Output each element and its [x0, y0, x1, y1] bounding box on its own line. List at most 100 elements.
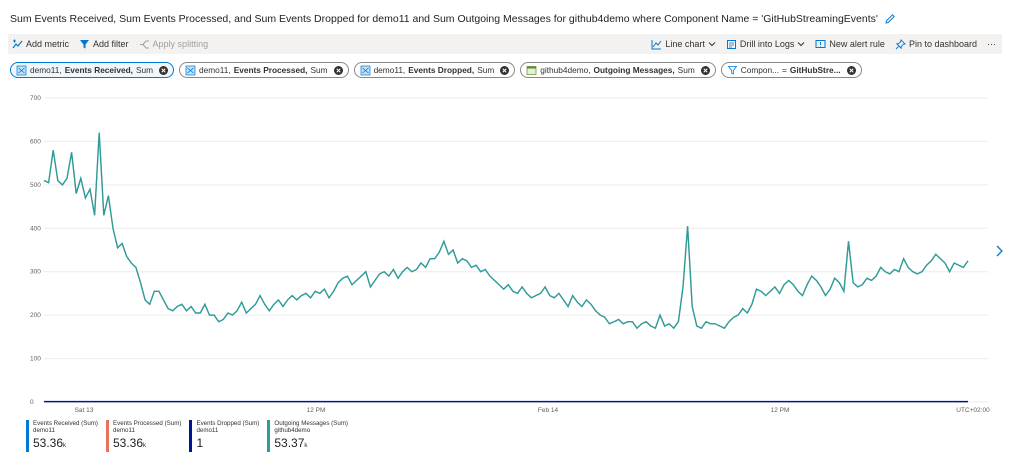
pill-aggregation: Sum — [310, 65, 328, 75]
legend-series-name: Events Dropped (Sum) — [196, 420, 260, 427]
pill-metric: Events Processed, — [233, 65, 308, 75]
drill-into-logs-label: Drill into Logs — [739, 39, 795, 49]
pill-resource: github4demo, — [540, 65, 591, 75]
apply-splitting-button[interactable]: Apply splitting — [139, 39, 208, 50]
chevron-down-icon — [798, 42, 805, 47]
chart-legend: Events Received (Sum) demo11 53.36k Events … — [26, 420, 348, 454]
new-alert-rule-button[interactable]: New alert rule — [815, 39, 885, 50]
legend-value-number: 1 — [196, 436, 204, 450]
legend-series-name: Events Received (Sum) — [33, 420, 98, 427]
y-tick-label: 700 — [30, 95, 41, 102]
legend-value-number: 53.36 — [113, 436, 144, 450]
line-chart-icon — [651, 39, 662, 49]
logs-icon — [726, 39, 736, 49]
y-tick-label: 100 — [30, 356, 41, 363]
add-metric-label: Add metric — [26, 39, 70, 49]
legend-item[interactable]: Outgoing Messages (Sum) github4demo 53.37k — [267, 420, 348, 454]
line-chart-label: Line chart — [665, 39, 705, 49]
legend-value-unit: k — [63, 443, 67, 449]
legend-color-bar — [189, 420, 193, 452]
pin-to-dashboard-button[interactable]: Pin to dashboard — [895, 38, 977, 50]
add-metric-button[interactable]: Add metric — [12, 39, 69, 50]
splitting-icon — [139, 40, 149, 48]
pill-events-processed[interactable]: demo11, Events Processed, Sum — [179, 62, 349, 78]
legend-value-number: 53.37 — [274, 436, 305, 450]
pill-events-dropped[interactable]: demo11, Events Dropped, Sum — [353, 62, 516, 78]
close-icon[interactable] — [846, 65, 856, 75]
add-filter-label: Add filter — [93, 39, 129, 49]
pin-icon — [895, 38, 906, 49]
close-icon[interactable] — [700, 65, 710, 75]
pill-aggregation: Sum — [135, 65, 154, 75]
pill-filter-value: GitHubStre... — [789, 65, 841, 75]
x-tick-label: 12 PM — [307, 407, 326, 414]
legend-value: 1 — [196, 435, 259, 454]
legend-item[interactable]: Events Received (Sum) demo11 53.36k — [26, 420, 98, 454]
chart-title-row: Sum Events Received, Sum Events Processe… — [10, 10, 896, 28]
y-tick-label: 500 — [30, 182, 41, 189]
legend-color-bar — [267, 420, 271, 452]
x-tick-label: 12 PM — [771, 407, 790, 414]
legend-value: 53.36k — [113, 435, 181, 454]
legend-series-name: Events Processed (Sum) — [113, 420, 182, 427]
legend-text: Events Processed (Sum) demo11 53.36k — [113, 420, 181, 454]
alert-icon — [815, 39, 826, 48]
chevron-right-icon[interactable] — [994, 244, 1004, 258]
line-chart-dropdown[interactable]: Line chart — [651, 39, 716, 50]
app-service-icon — [526, 65, 537, 75]
legend-text: Outgoing Messages (Sum) github4demo 53.37k — [274, 420, 348, 454]
series-line-outgoing-messages — [43, 132, 969, 330]
pill-events-received[interactable]: demo11, Events Received, Sum — [10, 62, 175, 78]
add-filter-button[interactable]: Add filter — [79, 39, 129, 50]
pill-filter-operator: = — [782, 65, 787, 75]
close-icon[interactable] — [500, 65, 510, 75]
new-alert-rule-label: New alert rule — [829, 39, 885, 49]
more-options-button[interactable]: ··· — [987, 39, 996, 49]
chart-toolbar: Add metric Add filter Apply splitting Li… — [8, 34, 1002, 54]
pencil-edit-icon[interactable] — [884, 13, 896, 25]
event-hub-icon — [16, 65, 27, 75]
y-tick-label: 400 — [30, 225, 41, 232]
pin-to-dashboard-label: Pin to dashboard — [908, 39, 977, 49]
legend-item[interactable]: Events Processed (Sum) demo11 53.36k — [106, 420, 181, 454]
pill-component-filter[interactable]: Compon... = GitHubStre... — [720, 62, 862, 78]
legend-value: 53.36k — [33, 435, 98, 454]
pill-filter-property: Compon... — [740, 65, 780, 75]
chevron-down-icon — [708, 42, 716, 47]
pill-resource: demo11, — [199, 65, 231, 75]
pill-aggregation: Sum — [677, 65, 695, 75]
legend-text: Events Dropped (Sum) demo11 1 — [196, 420, 259, 454]
x-tick-label: Sat 13 — [75, 407, 94, 414]
close-icon[interactable] — [159, 65, 169, 75]
legend-resource: demo11 — [113, 427, 135, 434]
legend-value-unit: k — [143, 443, 147, 449]
legend-item[interactable]: Events Dropped (Sum) demo11 1 — [189, 420, 259, 454]
close-icon[interactable] — [333, 65, 343, 75]
drill-into-logs-dropdown[interactable]: Drill into Logs — [726, 39, 806, 50]
pill-outgoing-messages[interactable]: github4demo, Outgoing Messages, Sum — [520, 62, 716, 78]
event-hub-icon — [360, 65, 370, 75]
series-line-events-processed — [43, 132, 969, 330]
pill-metric: Outgoing Messages, — [593, 65, 675, 75]
legend-color-bar — [26, 420, 29, 452]
y-tick-label: 200 — [30, 312, 41, 319]
pill-metric: Events Dropped, — [408, 65, 475, 75]
pill-resource: demo11, — [30, 65, 62, 75]
metrics-line-chart[interactable]: 700 600 500 400 300 200 100 0 Sat 13 12 PM Feb 14 1… — [0, 88, 1010, 418]
chart-title: Sum Events Received, Sum Events Processe… — [10, 13, 878, 25]
y-tick-label: 0 — [30, 399, 34, 406]
legend-value-number: 53.36 — [33, 436, 64, 450]
filter-icon — [80, 39, 90, 48]
add-metric-icon — [12, 39, 23, 48]
legend-resource: github4demo — [274, 427, 311, 434]
legend-series-name: Outgoing Messages (Sum) — [274, 420, 348, 427]
pill-aggregation: Sum — [477, 65, 495, 75]
event-hub-icon — [185, 65, 196, 75]
legend-value-unit: k — [304, 443, 308, 449]
x-tick-label: Feb 14 — [538, 407, 559, 414]
x-tick-label: UTC+02:00 — [956, 407, 990, 414]
pill-resource: demo11, — [373, 65, 406, 75]
legend-color-bar — [106, 420, 109, 452]
legend-value: 53.37k — [274, 435, 348, 454]
pill-metric: Events Received, — [64, 65, 133, 75]
